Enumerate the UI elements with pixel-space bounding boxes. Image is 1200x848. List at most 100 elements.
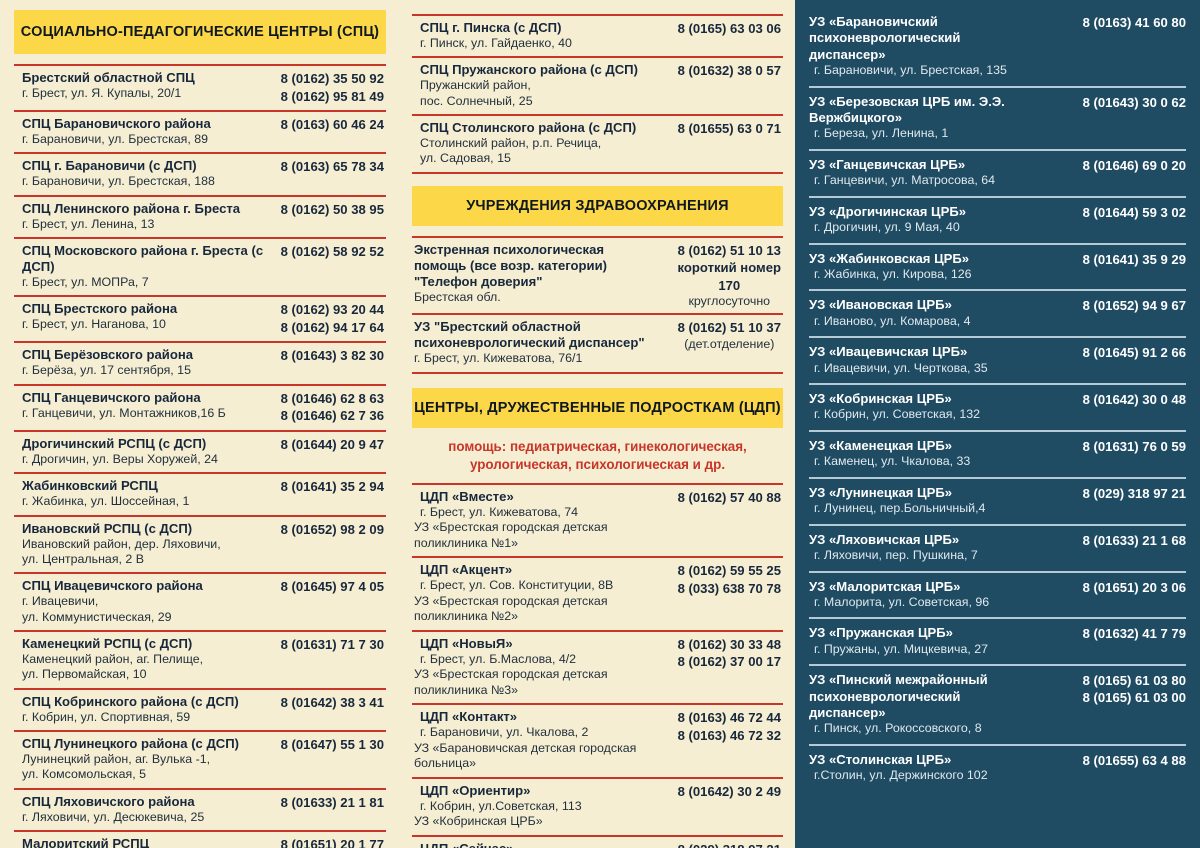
list-item[interactable]: СПЦ Берёзовского района г. Берёза, ул. 17… (14, 343, 386, 383)
list-item[interactable]: СПЦ Ивацевичского района г. Ивацевичи, ул.… (14, 574, 386, 630)
phone-number[interactable]: 8 (01642) 30 0 48 (1082, 392, 1186, 408)
phone-number[interactable]: короткий номер (677, 260, 781, 276)
list-item[interactable]: Ивановский РСПЦ (с ДСП) Ивановский район,… (14, 517, 386, 573)
entry-phones[interactable]: 8 (01645) 91 2 66 (1083, 344, 1186, 361)
phone-number[interactable]: 8 (0162) 93 20 44 (280, 302, 384, 318)
phone-number[interactable]: 8 (01642) 30 2 49 (677, 784, 781, 800)
phone-number[interactable]: 8 (029) 318 97 21 (1082, 485, 1186, 501)
phone-number[interactable]: 8 (01644) 59 3 02 (1082, 204, 1186, 220)
entry-phones[interactable]: 8 (0163) 41 60 80 (1083, 14, 1186, 31)
phone-number[interactable]: 8 (0162) 30 33 48 (677, 636, 781, 652)
entry-phones[interactable]: 8 (01632) 41 7 79 (1083, 625, 1186, 642)
list-item[interactable]: УЗ «Пинский межрайонный психоневрологичес… (809, 666, 1186, 744)
list-item[interactable]: Жабинковский РСПЦ г. Жабинка, ул. Шоссейн… (14, 474, 386, 514)
phone-number[interactable]: 8 (0163) 65 78 34 (280, 159, 384, 175)
entry-phones[interactable]: 8 (01646) 62 8 63 8 (01646) 62 7 36 (281, 390, 384, 425)
list-item[interactable]: СПЦ Барановичского района г. Барановичи, … (14, 112, 386, 152)
list-item[interactable]: СПЦ Ляховичского района г. Ляховичи, ул. … (14, 790, 386, 830)
entry-phones[interactable]: 8 (01641) 35 2 94 (281, 478, 384, 496)
list-item[interactable]: ЦДП «Акцент» г. Брест, ул. Сов. Конституц… (412, 558, 783, 630)
phone-number[interactable]: 8 (01655) 63 4 88 (1082, 752, 1186, 768)
phone-number[interactable]: 8 (01642) 38 3 41 (280, 694, 384, 710)
entry-phones[interactable]: 8 (0165) 61 03 80 8 (0165) 61 03 00 (1083, 672, 1186, 706)
list-item[interactable]: ЦДП «Ориентир» г. Кобрин, ул.Советская, 1… (412, 779, 783, 835)
list-item[interactable]: УЗ «Жабинковская ЦРБ» г. Жабинка, ул. Кир… (809, 245, 1186, 290)
entry-phones[interactable]: 8 (01642) 30 0 48 (1083, 391, 1186, 408)
list-item[interactable]: ЦДП «Контакт» г. Барановичи, ул. Чкалова,… (412, 705, 783, 777)
entry-phones[interactable]: 8 (01651) 20 3 06 (1083, 579, 1186, 596)
entry-phones[interactable]: 8 (01642) 38 3 41 (281, 694, 384, 712)
phone-number[interactable]: 8 (01631) 71 7 30 (280, 637, 384, 652)
phone-number[interactable]: 8 (01655) 63 0 71 (677, 121, 781, 137)
entry-phones[interactable]: 8 (0162) 58 92 52 (281, 243, 384, 261)
entry-phones[interactable]: 8 (01643) 30 0 62 (1083, 94, 1186, 111)
phone-number[interactable]: 8 (01646) 62 7 36 (280, 408, 384, 424)
phone-number[interactable]: 8 (01632) 38 0 57 (677, 63, 781, 79)
phone-number[interactable]: 8 (0165) 61 03 00 (1082, 690, 1186, 706)
entry-phones[interactable]: 8 (01633) 21 1 68 (1083, 532, 1186, 549)
entry-phones[interactable]: 8 (01631) 71 7 30 (281, 636, 384, 654)
phone-number[interactable]: 8 (0162) 37 00 17 (677, 654, 781, 670)
entry-phones[interactable]: 8 (0162) 50 38 95 (281, 201, 384, 219)
list-item[interactable]: УЗ «Кобринская ЦРБ» г. Кобрин, ул. Советс… (809, 385, 1186, 430)
phone-number[interactable]: 8 (01632) 41 7 79 (1082, 626, 1186, 642)
list-item[interactable]: УЗ «Лунинецкая ЦРБ» г. Лунинец, пер.Больн… (809, 479, 1186, 524)
entry-phones[interactable]: 8 (0163) 60 46 24 (281, 116, 384, 134)
entry-phones[interactable]: 8 (01642) 30 2 49 (678, 783, 781, 801)
list-item[interactable]: УЗ «Барановичский психоневрологический дис… (809, 8, 1186, 86)
list-item[interactable]: УЗ «Каменецкая ЦРБ» г. Каменец, ул. Чкало… (809, 432, 1186, 477)
phone-number[interactable]: 8 (01651) 20 3 06 (1082, 579, 1186, 595)
phone-number[interactable]: 8 (01652) 94 9 67 (1082, 298, 1186, 314)
phone-number[interactable]: 8 (033) 638 70 78 (677, 580, 781, 596)
list-item[interactable]: Экстренная психологическая помощь (все во… (412, 238, 783, 314)
list-item[interactable]: ЦДП «Сейчас»г. Лунинец, пер. Больничный … (412, 837, 783, 848)
entry-phones[interactable]: 8 (029) 318 97 21 (678, 841, 781, 848)
entry-phones[interactable]: 8 (01643) 3 82 30 (281, 347, 384, 365)
entry-phones[interactable]: 8 (0165) 63 03 06 (678, 20, 781, 38)
phone-number[interactable]: 8 (01645) 91 2 66 (1082, 345, 1186, 361)
phone-number[interactable]: 8 (01644) 20 9 47 (280, 436, 384, 452)
phone-number[interactable]: 8 (01643) 30 0 62 (1082, 94, 1186, 110)
list-item[interactable]: СПЦ Брестского района г. Брест, ул. Наган… (14, 297, 386, 341)
phone-number[interactable]: 8 (0162) 50 38 95 (280, 201, 384, 217)
phone-number[interactable]: 8 (01641) 35 9 29 (1082, 251, 1186, 267)
list-item[interactable]: СПЦ г. Пинска (с ДСП) г. Пинск, ул. Гайда… (412, 16, 783, 56)
phone-number[interactable]: 8 (01633) 21 1 68 (1082, 532, 1186, 548)
list-item[interactable]: УЗ «Ивацевичская ЦРБ» г. Ивацевичи, ул. Ч… (809, 338, 1186, 383)
entry-phones[interactable]: 8 (0162) 59 55 25 8 (033) 638 70 78 (678, 562, 781, 597)
list-item[interactable]: СПЦ Пружанского района (с ДСП) Пружанский… (412, 58, 783, 114)
list-item[interactable]: УЗ «Малоритская ЦРБ» г. Малорита, ул. Сов… (809, 573, 1186, 618)
list-item[interactable]: УЗ "Брестский областной психоневрологичес… (412, 315, 783, 371)
entry-phones[interactable]: 8 (01655) 63 4 88 (1083, 752, 1186, 769)
phone-number[interactable]: 8 (01647) 55 1 30 (280, 737, 384, 753)
phone-number[interactable]: 8 (01651) 20 1 77 (280, 837, 384, 848)
entry-phones[interactable]: 8 (0162) 93 20 44 8 (0162) 94 17 64 (281, 301, 384, 336)
list-item[interactable]: СПЦ Столинского района (с ДСП) Столинский… (412, 116, 783, 172)
list-item[interactable]: УЗ «Ганцевичская ЦРБ» г. Ганцевичи, ул. М… (809, 151, 1186, 196)
list-item[interactable]: Брестский областной СПЦ г. Брест, ул. Я. … (14, 66, 386, 110)
entry-phones[interactable]: 8 (029) 318 97 21 (1083, 485, 1186, 502)
entry-phones[interactable]: 8 (01641) 35 9 29 (1083, 251, 1186, 268)
phone-number[interactable]: 8 (01641) 35 2 94 (280, 479, 384, 495)
entry-phones[interactable]: 8 (01647) 55 1 30 (281, 736, 384, 754)
phone-number[interactable]: 8 (0165) 61 03 80 (1082, 673, 1186, 689)
entry-phones[interactable]: 8 (0163) 65 78 34 (281, 158, 384, 176)
entry-phones[interactable]: 8 (01644) 59 3 02 (1083, 204, 1186, 221)
phone-number[interactable]: 8 (0162) 94 17 64 (280, 319, 384, 335)
phone-number[interactable]: 8 (029) 318 97 21 (678, 841, 781, 848)
phone-number[interactable]: 8 (01652) 98 2 09 (280, 521, 384, 537)
entry-phones[interactable]: 8 (01632) 38 0 57 (678, 62, 781, 80)
phone-number[interactable]: 8 (01633) 21 1 81 (280, 794, 384, 810)
phone-number[interactable]: 8 (0163) 60 46 24 (280, 117, 384, 133)
entry-phones[interactable]: 8 (01651) 20 1 77 (281, 836, 384, 848)
list-item[interactable]: УЗ «Столинская ЦРБ» г.Столин, ул. Держинс… (809, 746, 1186, 791)
phone-number[interactable]: 8 (0162) 58 92 52 (280, 244, 384, 260)
entry-phones[interactable]: 8 (0162) 57 40 88 (678, 489, 781, 507)
entry-phones[interactable]: 8 (0162) 51 10 37 (дет.отделение) (678, 319, 781, 351)
list-item[interactable]: Каменецкий РСПЦ (с ДСП) Каменецкий район,… (14, 632, 386, 688)
entry-phones[interactable]: 8 (01633) 21 1 81 (281, 794, 384, 812)
list-item[interactable]: СПЦ г. Барановичи (с ДСП) г. Барановичи, … (14, 154, 386, 194)
phone-number[interactable]: 8 (0162) 59 55 25 (677, 563, 781, 579)
phone-number[interactable]: 8 (0163) 46 72 44 (677, 710, 781, 726)
phone-number[interactable]: 170 (718, 277, 741, 293)
